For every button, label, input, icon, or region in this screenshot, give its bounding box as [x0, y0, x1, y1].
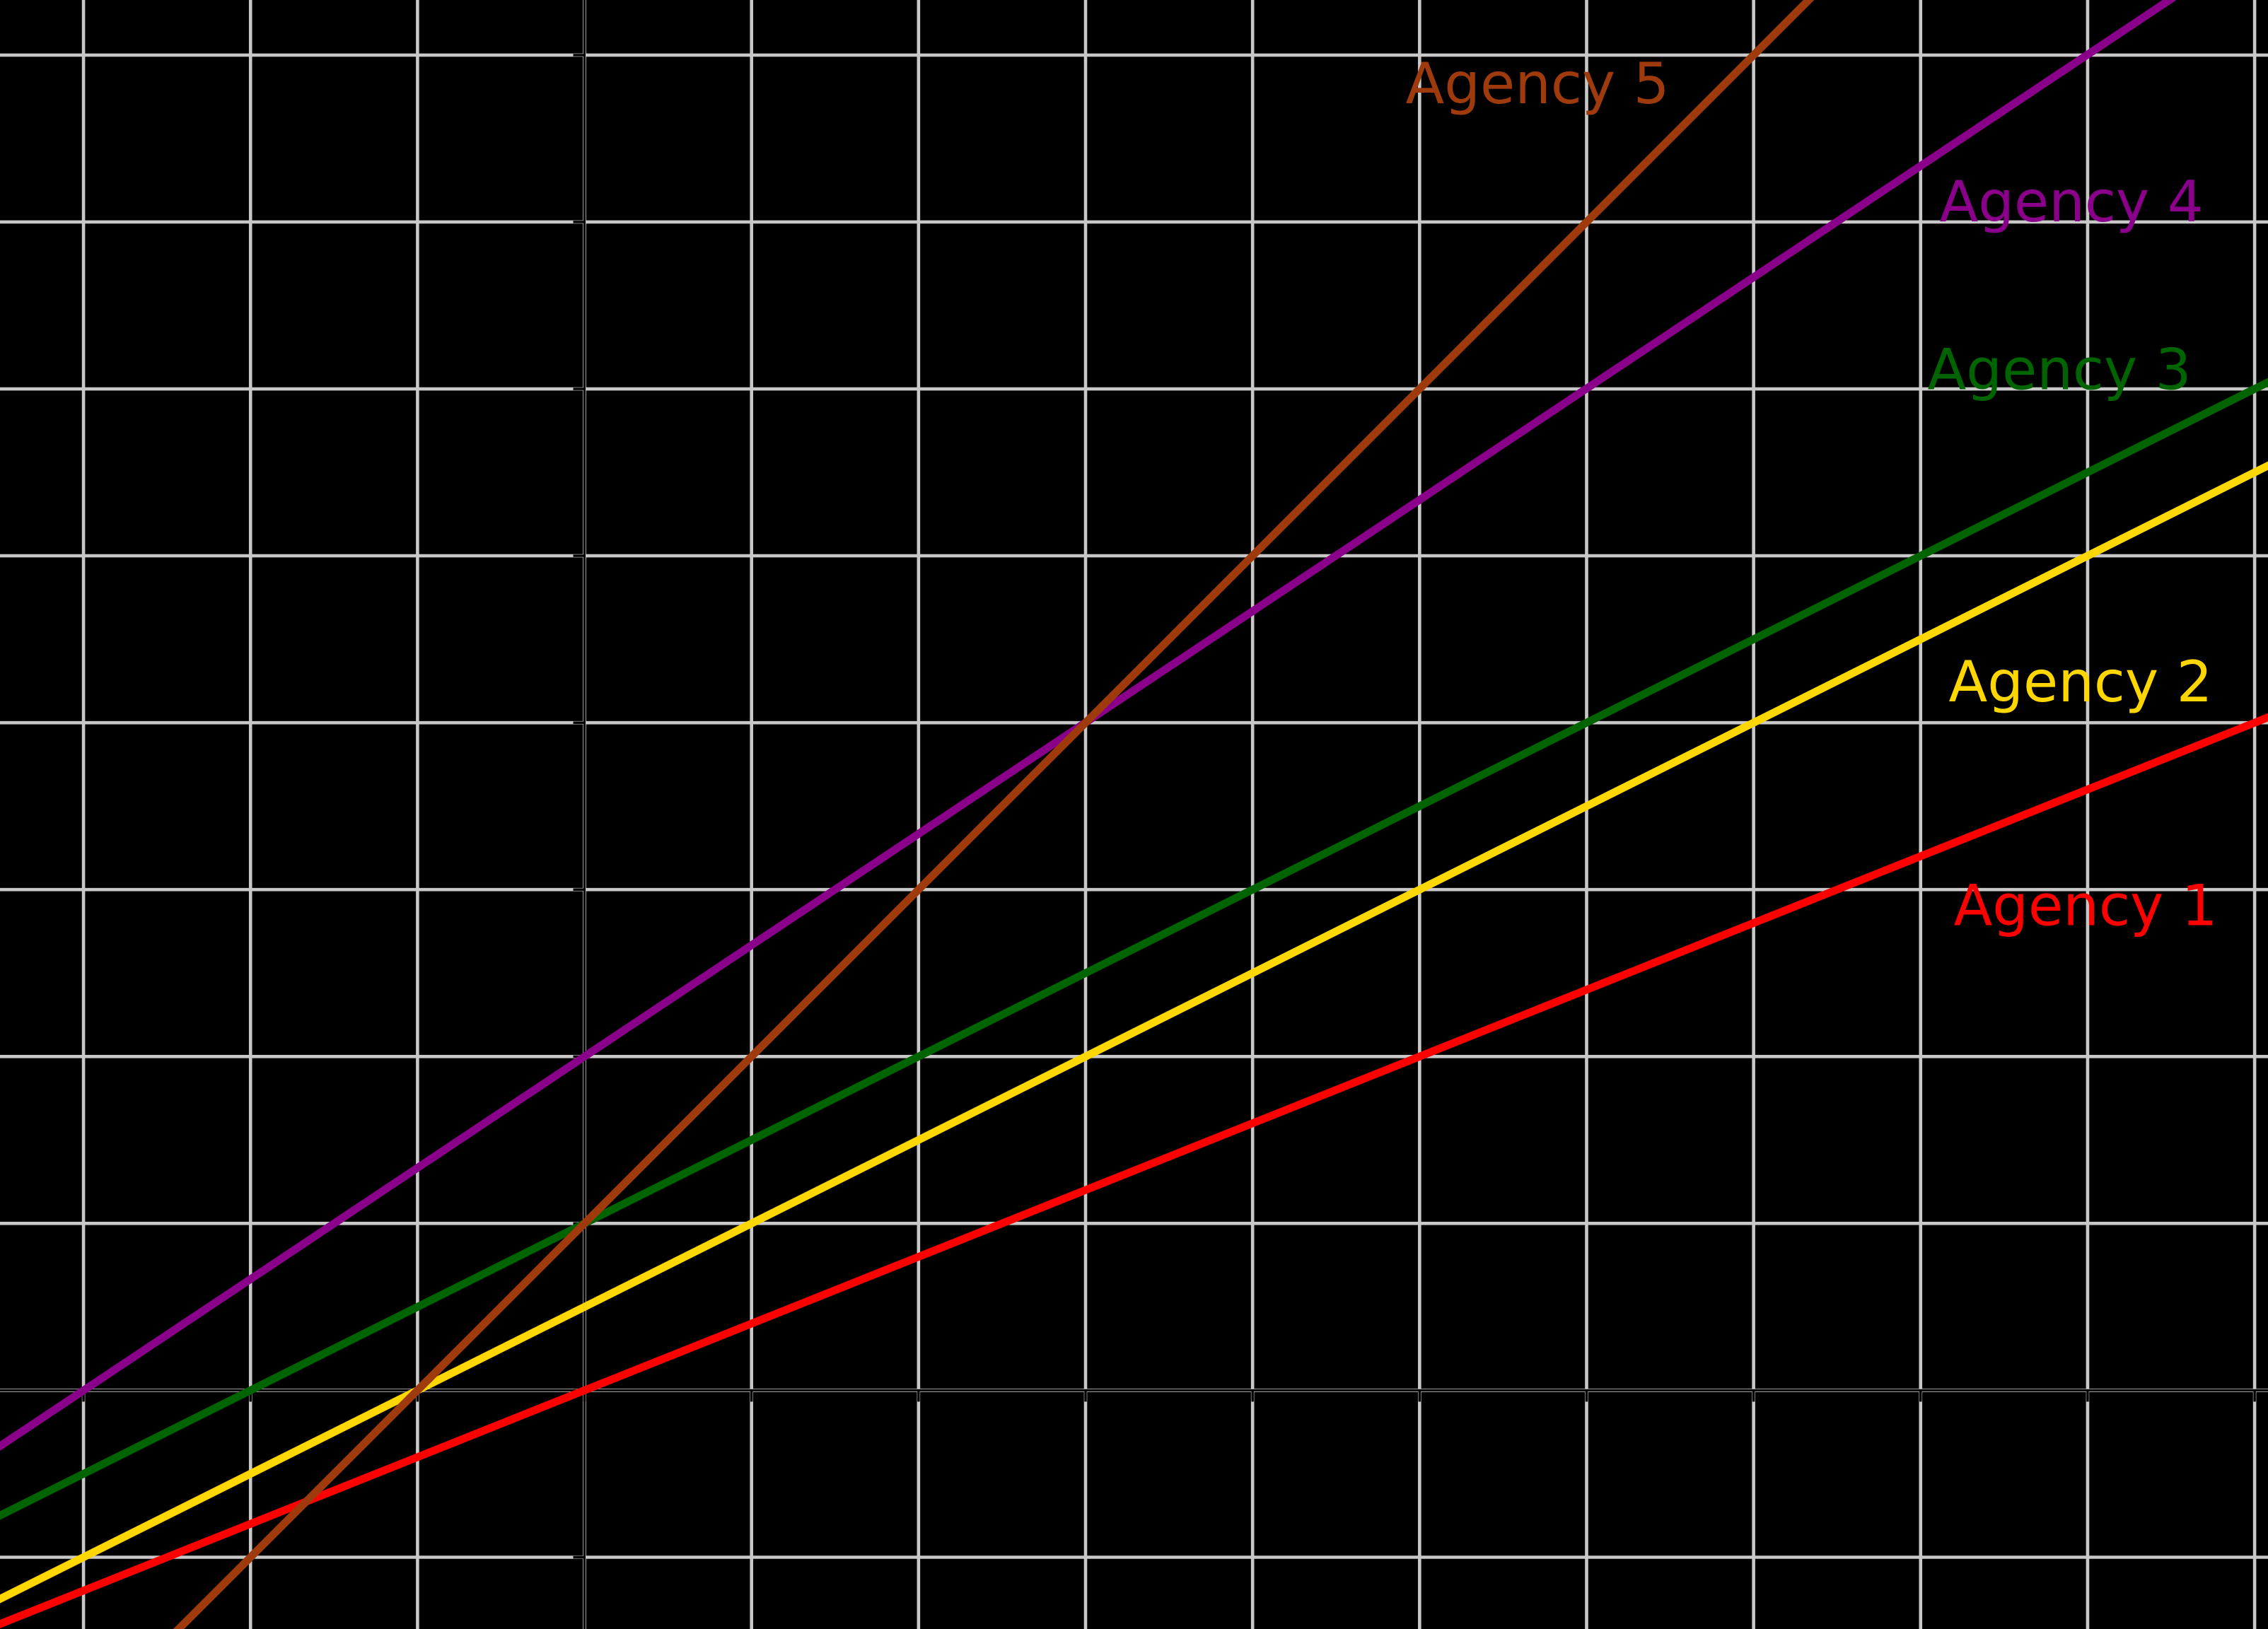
series-line-agency-4: [0, 0, 2177, 1452]
series-label-agency-2: Agency 2: [1948, 649, 2212, 715]
series-line-agency-2: [0, 461, 2268, 1604]
series-label-agency-3: Agency 3: [1927, 337, 2191, 403]
series-label-agency-1: Agency 1: [1954, 872, 2218, 938]
series-line-agency-1: [0, 713, 2268, 1628]
series-line-agency-3: [0, 378, 2268, 1520]
series-label-agency-5: Agency 5: [1405, 51, 1669, 117]
series-label-agency-4: Agency 4: [1939, 169, 2203, 235]
